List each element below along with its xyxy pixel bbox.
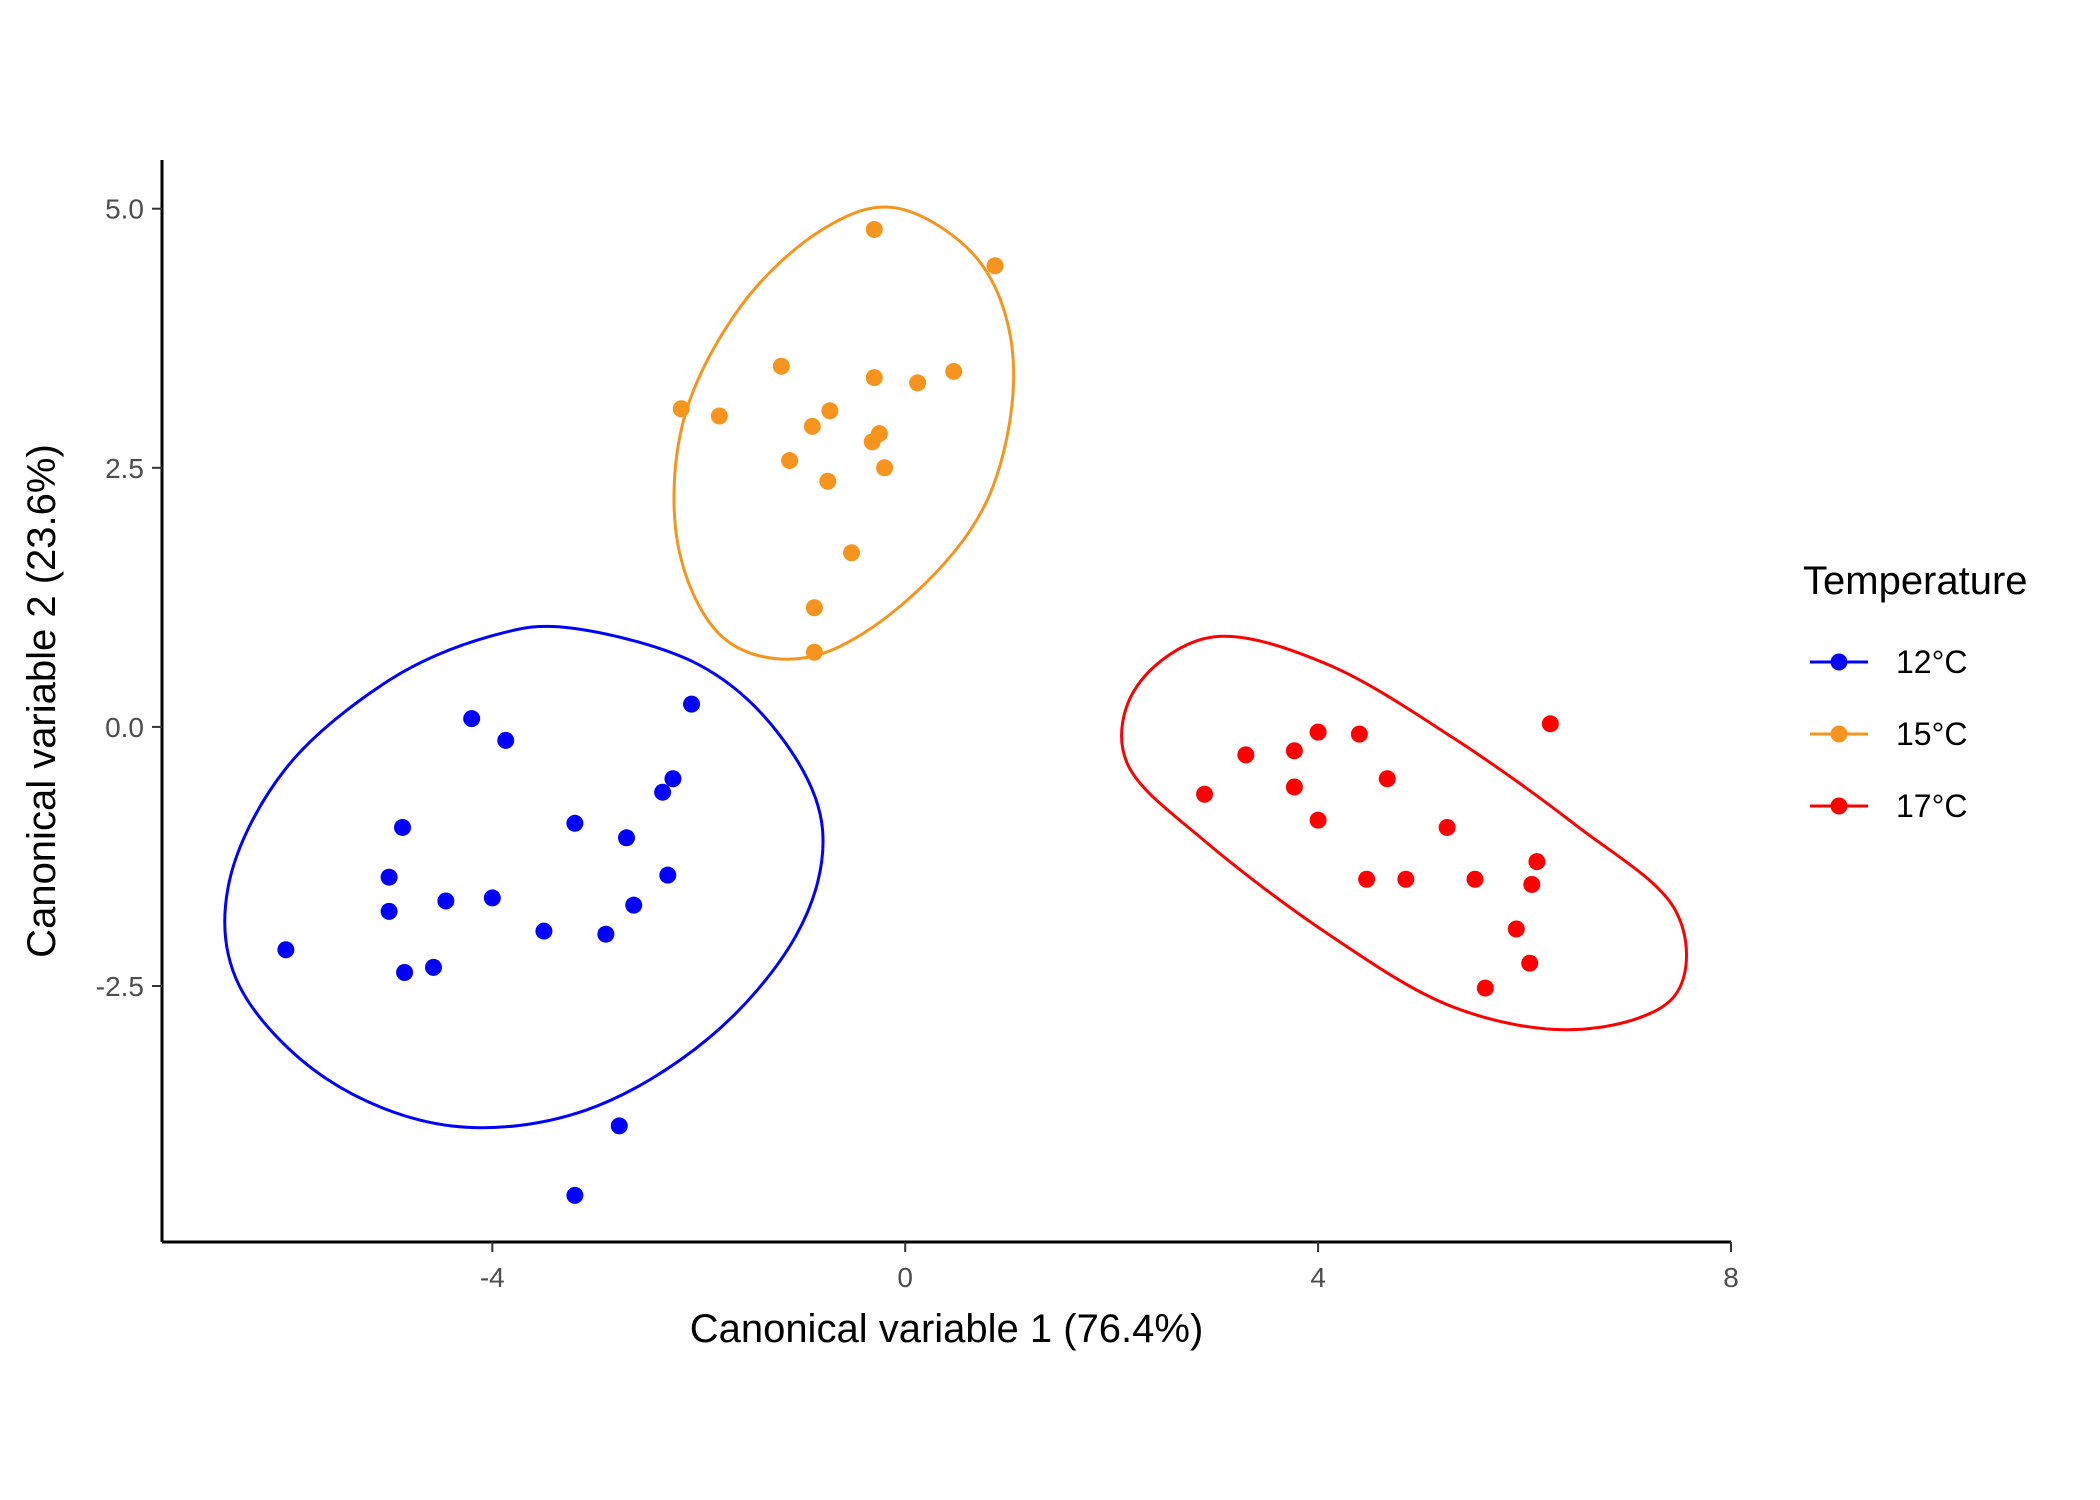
- data-point: [1438, 818, 1456, 836]
- data-point: [664, 770, 682, 788]
- series-2: [1120, 634, 1688, 1032]
- legend-item: 15°C: [1810, 716, 1968, 752]
- data-point: [1237, 746, 1255, 764]
- confidence-ellipse: [672, 205, 1016, 661]
- y-tick-label: 5.0: [105, 194, 144, 225]
- x-tick-label: 0: [897, 1262, 913, 1293]
- data-point: [1309, 811, 1327, 829]
- confidence-ellipse: [223, 624, 825, 1130]
- y-axis-title: Canonical variable 2 (23.6%): [20, 444, 64, 958]
- data-point: [1528, 853, 1546, 871]
- data-point: [625, 896, 643, 914]
- data-point: [1523, 875, 1541, 893]
- data-point: [819, 472, 837, 490]
- data-point: [865, 369, 883, 387]
- data-point: [1466, 870, 1484, 888]
- data-point: [463, 710, 481, 728]
- data-point: [772, 357, 790, 375]
- legend-key-point: [1830, 725, 1848, 743]
- y-tick-label: 0.0: [105, 712, 144, 743]
- legend-label: 17°C: [1896, 788, 1968, 824]
- legend-label: 15°C: [1896, 716, 1968, 752]
- axes: [160, 160, 1731, 1244]
- data-point: [843, 544, 861, 562]
- data-point: [380, 868, 398, 886]
- y-tick-label: -2.5: [96, 971, 144, 1002]
- data-point: [1350, 725, 1368, 743]
- data-point: [1358, 870, 1376, 888]
- data-point: [396, 964, 414, 982]
- data-point: [1285, 778, 1303, 796]
- data-point: [1378, 770, 1396, 788]
- data-point: [876, 459, 894, 477]
- data-point: [672, 400, 690, 418]
- x-axis-title: Canonical variable 1 (76.4%): [690, 1307, 1204, 1351]
- legend-label: 12°C: [1896, 644, 1968, 680]
- data-point: [566, 814, 584, 832]
- data-point: [654, 783, 672, 801]
- axis-ticks: -4 0 4 8 -2.5 0.0 2.5 5.0: [96, 194, 1739, 1293]
- data-point: [1541, 715, 1559, 733]
- data-point: [805, 599, 823, 617]
- data-point: [945, 362, 963, 380]
- y-tick-label: 2.5: [105, 453, 144, 484]
- data-point: [566, 1186, 584, 1204]
- legend: Temperature 12°C 15°C 17°C: [1803, 559, 2028, 824]
- plot-area: [223, 205, 1688, 1204]
- series-0: [223, 624, 825, 1204]
- data-point: [610, 1117, 628, 1135]
- data-point: [821, 402, 839, 420]
- legend-title: Temperature: [1803, 559, 2028, 603]
- data-point: [986, 257, 1004, 275]
- data-point: [1397, 870, 1415, 888]
- x-tick-label: 8: [1723, 1262, 1739, 1293]
- data-point: [1476, 979, 1494, 997]
- data-point: [683, 695, 701, 713]
- data-point: [781, 452, 799, 470]
- data-point: [437, 892, 455, 910]
- data-point: [535, 922, 553, 940]
- data-point: [1285, 742, 1303, 760]
- data-point: [618, 829, 636, 847]
- x-tick-label: 4: [1310, 1262, 1326, 1293]
- data-point: [805, 643, 823, 661]
- legend-key-point: [1830, 797, 1848, 815]
- data-point: [710, 407, 728, 425]
- data-point: [659, 866, 677, 884]
- series-1: [672, 205, 1016, 661]
- data-point: [497, 731, 515, 749]
- data-point: [424, 958, 442, 976]
- data-point: [1309, 723, 1327, 741]
- data-point: [380, 902, 398, 920]
- data-point: [803, 417, 821, 435]
- legend-item: 12°C: [1810, 644, 1968, 680]
- data-point: [277, 941, 295, 959]
- data-point: [1507, 920, 1525, 938]
- data-point: [394, 818, 412, 836]
- data-point: [1521, 954, 1539, 972]
- legend-key-point: [1830, 653, 1848, 671]
- x-tick-label: -4: [480, 1262, 505, 1293]
- data-point: [865, 220, 883, 238]
- data-point: [870, 425, 888, 443]
- confidence-ellipse: [1120, 634, 1688, 1032]
- data-point: [483, 889, 501, 907]
- data-point: [1196, 785, 1214, 803]
- data-point: [597, 925, 615, 943]
- data-point: [909, 374, 927, 392]
- legend-item: 17°C: [1810, 788, 1968, 824]
